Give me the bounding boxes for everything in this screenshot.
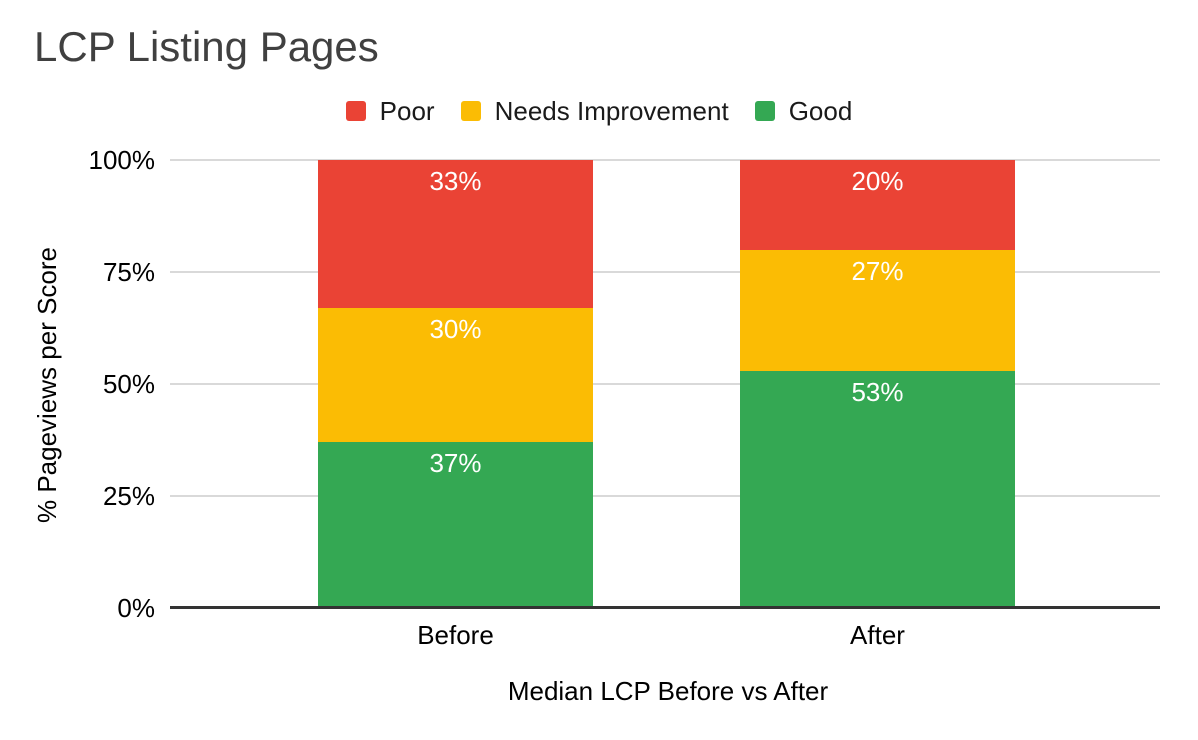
x-axis-title: Median LCP Before vs After [507,676,829,706]
legend-item-good: Good [754,96,853,126]
legend-label-poor: Poor [379,96,435,126]
bar-segment-after-good: 53% [740,370,1015,608]
y-tick-label-100-: 100% [88,145,156,175]
data-label-before-poor: 33% [429,166,482,197]
data-label-after-good: 53% [851,376,904,407]
plot-area: 0% 25% 50% 75% 100% 37% 30% 33% Before 53% 27% 20% A… [89,147,1160,648]
bar-segment-before-poor: 33% [318,160,593,308]
bar-segment-before-needs-improvement: 30% [318,307,593,443]
legend-label-good: Good [788,96,853,126]
data-label-before-good: 37% [429,448,482,479]
gridline-25- [170,495,1160,497]
x-label-after: After [850,620,905,650]
data-label-before-needs-improvement: 30% [429,313,482,344]
x-label-before: Before [417,620,494,650]
legend-item-needs-improvement: Needs Improvement [460,96,729,126]
gridline-50- [170,383,1160,385]
y-axis-title: % Pageviews per Score [32,246,62,524]
legend-label-needs-improvement: Needs Improvement [494,96,729,126]
gridline-75- [170,271,1160,273]
legend-swatch-needs-improvement-icon [460,101,481,121]
legend-swatch-good-icon [754,101,775,121]
bar-after: 53% 27% 20% [740,160,1015,608]
bar-segment-after-poor: 20% [740,160,1015,250]
data-label-after-needs-improvement: 27% [851,255,904,286]
legend: Poor Needs Improvement Good [0,98,1198,124]
chart-title: LCP Listing Pages [34,23,379,70]
legend-swatch-poor-icon [345,101,366,121]
y-tick-label-50-: 50% [102,369,155,399]
legend-item-poor: Poor [345,96,435,126]
gridline-100- [170,159,1160,161]
y-tick-label-25-: 25% [102,481,155,511]
bar-before: 37% 30% 33% [318,160,593,608]
bar-segment-after-needs-improvement: 27% [740,249,1015,371]
y-tick-label-0-: 0% [117,593,155,623]
data-label-after-poor: 20% [851,166,904,197]
bar-segment-before-good: 37% [318,442,593,608]
x-axis-line [170,606,1160,609]
y-tick-label-75-: 75% [102,257,155,287]
